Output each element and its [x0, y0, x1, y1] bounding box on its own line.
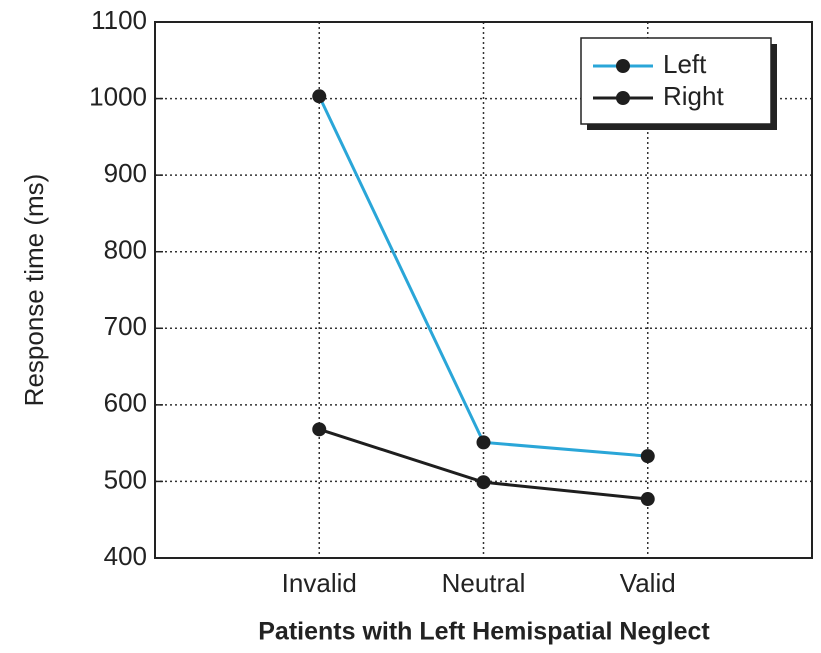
y-tick-label: 1100	[91, 5, 147, 35]
legend-marker	[616, 91, 630, 105]
point	[640, 492, 655, 507]
legend	[580, 37, 772, 125]
y-tick-label: 400	[104, 541, 147, 571]
point	[476, 475, 491, 490]
x-tick-label: Valid	[620, 568, 676, 598]
y-tick-label: 600	[104, 388, 147, 418]
point	[476, 435, 491, 450]
x-tick-label: Invalid	[282, 568, 357, 598]
y-tick-label: 500	[104, 464, 147, 494]
x-tick-label: Neutral	[442, 568, 526, 598]
legend-marker	[616, 59, 630, 73]
point	[312, 89, 327, 104]
point	[640, 449, 655, 464]
legend-label: Right	[663, 81, 724, 111]
legend-label: Left	[663, 49, 707, 79]
point	[312, 422, 327, 437]
y-axis-label: Response time (ms)	[19, 174, 49, 407]
x-axis-label: Patients with Left Hemispatial Neglect	[258, 618, 710, 646]
y-tick-label: 700	[104, 311, 147, 341]
y-tick-label: 1000	[89, 81, 147, 111]
y-tick-label: 800	[104, 235, 147, 265]
y-tick-label: 900	[104, 158, 147, 188]
plot-frame	[154, 21, 813, 559]
